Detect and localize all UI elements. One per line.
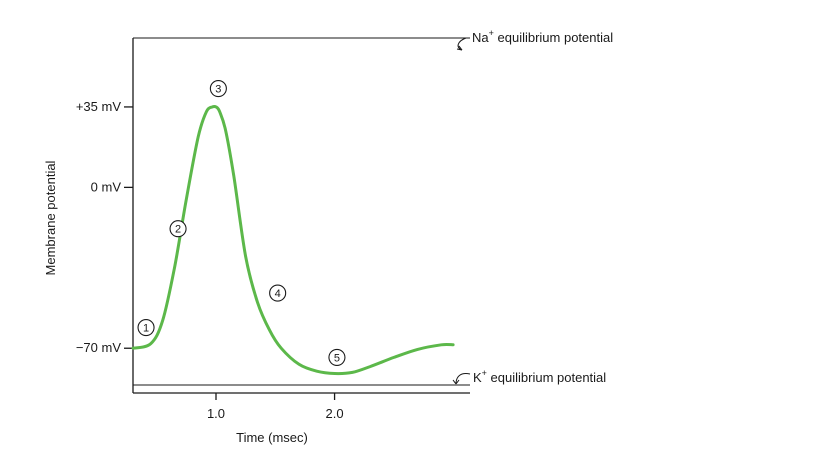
step-marker-circle xyxy=(169,220,187,238)
y-tick-label: +35 mV xyxy=(76,99,121,114)
x-tick-label: 1.0 xyxy=(207,406,225,421)
k-arrowhead-icon xyxy=(452,379,460,385)
k-leader-arrow xyxy=(455,373,471,385)
x-tick-label: 2.0 xyxy=(326,406,344,421)
step-marker-5: 5 xyxy=(328,348,346,366)
step-marker-number: 5 xyxy=(334,352,340,364)
y-axis-title: Membrane potential xyxy=(43,160,58,275)
ticks-group: +35 mV 0 mV −70 mV 1.0 2.0 xyxy=(76,99,344,421)
k-charge: + xyxy=(482,368,487,378)
k-label-text: equilibrium potential xyxy=(487,370,606,385)
step-marker-circle xyxy=(328,348,346,366)
step-marker-1: 1 xyxy=(137,318,155,337)
na-ion: Na xyxy=(472,30,489,45)
na-equilibrium-label: Na+ equilibrium potential xyxy=(472,28,613,45)
na-label-text: equilibrium potential xyxy=(494,30,613,45)
k-equilibrium-label: K+ equilibrium potential xyxy=(473,368,606,385)
step-marker-circle xyxy=(269,284,287,302)
step-marker-circle xyxy=(137,318,155,337)
na-charge: + xyxy=(489,28,494,38)
markers-group: 1 2 3 4 5 xyxy=(137,80,346,366)
x-axis-title: Time (msec) xyxy=(236,430,308,445)
step-marker-4: 4 xyxy=(269,284,287,302)
na-arrowhead-icon xyxy=(456,45,463,51)
k-ion: K xyxy=(473,370,482,385)
na-leader-arrow xyxy=(457,37,467,51)
step-marker-2: 2 xyxy=(169,220,187,238)
membrane-potential-trace xyxy=(131,104,455,376)
step-marker-number: 3 xyxy=(215,84,221,96)
step-marker-circle xyxy=(209,80,227,98)
step-marker-number: 1 xyxy=(143,323,149,335)
y-tick-label: −70 mV xyxy=(76,340,121,355)
step-marker-number: 4 xyxy=(275,288,281,300)
step-marker-3: 3 xyxy=(209,80,227,98)
y-tick-label: 0 mV xyxy=(91,179,122,194)
step-marker-number: 2 xyxy=(175,224,181,236)
